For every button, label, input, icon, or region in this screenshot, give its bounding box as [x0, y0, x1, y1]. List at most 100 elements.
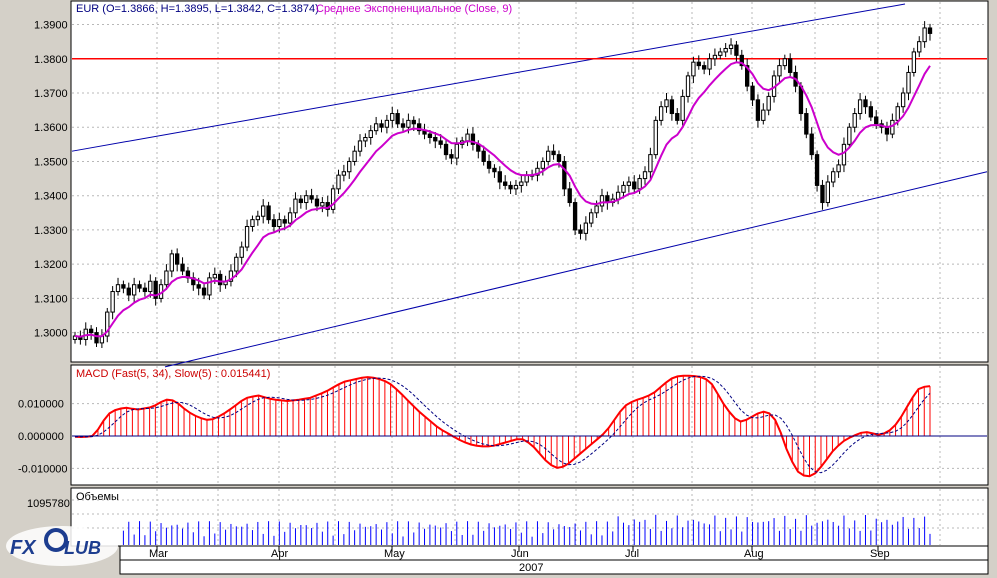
candle-body: [755, 99, 761, 121]
candle-body: [244, 226, 250, 248]
candle-body: [234, 256, 239, 272]
candle-body: [884, 126, 890, 135]
macd-panel: [70, 364, 989, 486]
candle-body: [852, 113, 857, 128]
candle-body: [906, 71, 911, 94]
candle-body: [922, 27, 927, 43]
candle-body: [562, 160, 567, 190]
candle-body: [615, 191, 621, 200]
price-title: EUR (O=1.3866, H=1.3895, L=1.3842, C=1.3…: [76, 3, 319, 15]
candle-body: [406, 119, 411, 128]
candle-body: [857, 99, 863, 115]
candle-body: [524, 174, 529, 183]
candle-body: [519, 181, 524, 186]
candle-body: [465, 133, 470, 142]
candle-body: [352, 150, 357, 162]
candle-body: [648, 154, 653, 173]
candle-body: [384, 119, 390, 128]
candle-body: [336, 174, 341, 190]
macd-tick-label: 0.000000: [18, 431, 64, 443]
candle-body: [126, 287, 131, 296]
candle-body: [734, 44, 739, 56]
candle-body: [658, 106, 664, 121]
candle-body: [363, 137, 368, 142]
price-tick-label: 1.3200: [34, 259, 68, 271]
candle-body: [153, 280, 158, 299]
candle-body: [508, 184, 513, 190]
price-tick-label: 1.3700: [34, 88, 68, 100]
candle-body: [788, 58, 793, 73]
macd-tick-label: 0.010000: [18, 399, 64, 411]
candle-body: [637, 178, 642, 190]
price-tick-label: 1.3000: [34, 328, 68, 340]
candle-body: [551, 150, 556, 156]
volume-bars: [122, 514, 931, 545]
candle-body: [142, 287, 148, 293]
candle-body: [911, 51, 917, 73]
candle-body: [589, 212, 594, 224]
candle-body: [841, 143, 847, 166]
candle-body: [330, 188, 336, 210]
candle-body: [497, 171, 502, 183]
candle-body: [481, 150, 486, 162]
candle-body: [599, 195, 605, 207]
candle-body: [712, 54, 718, 60]
candle-body: [298, 198, 304, 204]
candle-body: [863, 99, 868, 108]
candle-body: [739, 54, 744, 67]
candle-body: [798, 85, 804, 115]
candle-body: [594, 205, 599, 214]
macd-tick-label: -0.010000: [18, 463, 68, 475]
price-axis: 1.3000 1.3100 1.3200 1.3300 1.3400 1.3500 1.36…: [34, 20, 68, 340]
candle-body: [207, 277, 212, 296]
candles: [72, 21, 933, 349]
candle-body: [454, 143, 459, 159]
candle-body: [578, 229, 583, 234]
candle-body: [255, 215, 260, 221]
candle-body: [728, 44, 734, 50]
candle-body: [814, 154, 820, 186]
macd-histogram: [74, 375, 931, 477]
candle-body: [341, 171, 347, 176]
candle-body: [250, 219, 255, 227]
svg-text:FX: FX: [10, 537, 37, 559]
candle-body: [868, 106, 874, 118]
candle-body: [373, 123, 379, 132]
price-tick-label: 1.3800: [34, 54, 68, 66]
candle-body: [131, 284, 137, 296]
candle-body: [314, 198, 320, 207]
candle-body: [900, 92, 906, 108]
candle-body: [443, 143, 449, 156]
candle-body: [105, 311, 110, 337]
month-label: Mar: [149, 548, 168, 560]
candle-body: [180, 263, 185, 272]
candle-body: [685, 75, 691, 97]
candle-body: [148, 280, 153, 293]
candle-body: [304, 195, 309, 204]
candle-body: [766, 95, 771, 111]
candle-body: [777, 65, 782, 77]
candle-body: [379, 123, 384, 128]
candle-body: [320, 202, 325, 207]
fxclub-logo: FX LUB: [6, 526, 118, 566]
price-tick-label: 1.3900: [34, 20, 68, 32]
candle-body: [642, 171, 648, 180]
candle-body: [723, 48, 728, 53]
month-label: Sep: [870, 548, 890, 560]
price-tick-label: 1.3400: [34, 191, 68, 203]
candle-body: [121, 284, 126, 289]
month-label: Apr: [271, 548, 288, 560]
candle-body: [416, 123, 422, 132]
candle-body: [347, 160, 352, 173]
candle-body: [804, 113, 809, 135]
price-tick-label: 1.3300: [34, 225, 68, 237]
candle-body: [540, 160, 545, 169]
volume-panel: [70, 487, 989, 547]
month-label: Aug: [744, 548, 764, 560]
candle-body: [110, 291, 115, 313]
candle-body: [503, 181, 508, 186]
candle-body: [820, 184, 825, 204]
macd-title: MACD (Fast(5, 34), Slow(5) : 0.015441): [76, 368, 270, 380]
candle-body: [212, 273, 217, 279]
